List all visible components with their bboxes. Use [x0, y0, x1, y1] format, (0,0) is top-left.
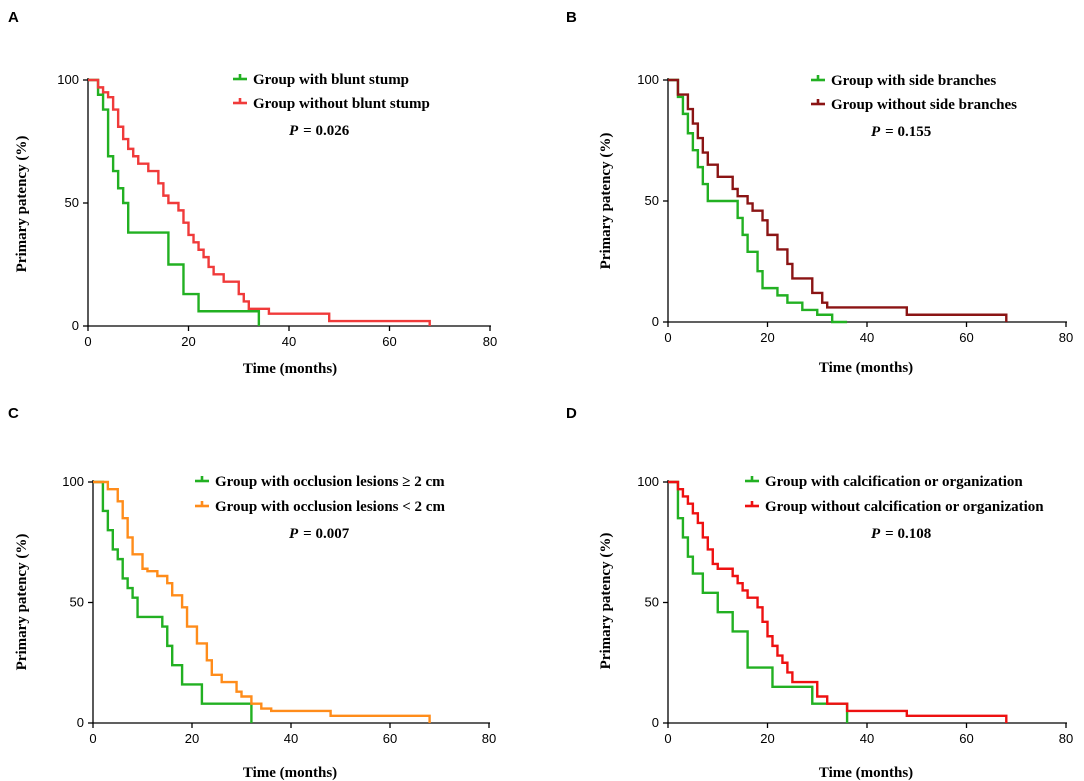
panel-d: D Primary patency (%) Time (months) Grou… [566, 405, 1073, 781]
panel-b-x-tick-label: 20 [760, 330, 774, 345]
panel-c-legend-label-2: Group with occlusion lesions < 2 cm [215, 499, 445, 515]
panel-c-x-tick-label: 80 [482, 731, 496, 746]
panel-d-x-tick-label: 0 [664, 731, 671, 746]
panel-a-legend-label-2: Group without blunt stump [253, 96, 430, 112]
panel-c-y-tick-label: 0 [77, 715, 84, 730]
panel-a-legend-entry-2: Group without blunt stump [233, 96, 430, 112]
panel-d-legend: Group with calcification or organization… [745, 474, 1044, 515]
panel-c-legend-entry-1: Group with occlusion lesions ≥ 2 cm [195, 474, 445, 490]
panel-c-legend-entry-2: Group with occlusion lesions < 2 cm [195, 499, 445, 515]
panel-d-y-tick-label: 0 [652, 715, 659, 730]
panel-d-series-2-curve [668, 480, 1008, 723]
panel-a: A Primary patency (%) Time (months) Grou… [8, 9, 497, 377]
panel-a-letter: A [8, 9, 19, 26]
panel-d-p-symbol: P [871, 526, 881, 542]
panel-d-y-tick-label: 100 [637, 474, 659, 489]
panel-a-series-1-curve [88, 78, 261, 326]
panel-c-series-2-curve [93, 480, 431, 723]
panel-b-x-tick-label: 0 [664, 330, 671, 345]
panel-b-y-tick-label: 100 [637, 72, 659, 87]
panel-b-p-value: P = 0.155 [871, 124, 931, 140]
panel-d-x-tick-label: 20 [760, 731, 774, 746]
panel-b-x-tick-label: 60 [959, 330, 973, 345]
panel-c-p-value: P = 0.007 [289, 526, 350, 542]
panel-a-legend: Group with blunt stump Group without blu… [233, 72, 430, 112]
panel-a-y-tick-label: 50 [65, 195, 79, 210]
panel-b-series-2-curve [668, 78, 1008, 322]
panel-c-x-tick-label: 0 [89, 731, 96, 746]
panel-a-series-2-curve [88, 78, 431, 326]
panel-d-p-number: = 0.108 [885, 526, 931, 542]
panel-c-x-tick-label: 40 [284, 731, 298, 746]
panel-d-p-value: P = 0.108 [871, 526, 931, 542]
panel-a-x-axis-title: Time (months) [243, 361, 337, 377]
panel-b-x-tick-label: 40 [860, 330, 874, 345]
panel-d-series-1-curve [668, 480, 849, 723]
panel-a-legend-label-1: Group with blunt stump [253, 72, 409, 88]
panel-b-y-tick-label: 0 [652, 314, 659, 329]
panel-b-y-axis-title: Primary patency (%) [598, 133, 614, 270]
panel-d-x-axis-title: Time (months) [819, 765, 913, 781]
panel-a-p-value: P = 0.026 [289, 123, 350, 139]
panel-c-series-1-curve [93, 480, 253, 723]
panel-c-letter: C [8, 405, 19, 422]
panel-b-series-1-curve [668, 78, 848, 324]
panel-b-legend-entry-2: Group without side branches [811, 97, 1017, 113]
panel-a-p-number: = 0.026 [303, 123, 350, 139]
panel-c-p-number: = 0.007 [303, 526, 350, 542]
panel-c-legend: Group with occlusion lesions ≥ 2 cm Grou… [195, 474, 445, 515]
panel-d-legend-entry-1: Group with calcification or organization [745, 474, 1023, 490]
panel-b-legend-label-1: Group with side branches [831, 73, 996, 89]
panel-a-y-tick-label: 0 [72, 318, 79, 333]
panel-b-x-axis-title: Time (months) [819, 360, 913, 376]
panel-c-y-tick-label: 50 [70, 595, 84, 610]
panel-a-y-axis-title: Primary patency (%) [14, 136, 30, 273]
panel-c-p-symbol: P [289, 526, 299, 542]
panel-d-letter: D [566, 405, 577, 422]
panel-c: C Primary patency (%) Time (months) Grou… [8, 405, 496, 781]
panel-b-legend-label-2: Group without side branches [831, 97, 1017, 113]
panel-c-y-tick-label: 100 [62, 474, 84, 489]
panel-c-x-tick-label: 60 [383, 731, 397, 746]
panel-b-legend-entry-1: Group with side branches [811, 73, 996, 89]
panel-d-legend-entry-2: Group without calcification or organizat… [745, 499, 1044, 515]
panel-b-p-number: = 0.155 [885, 124, 931, 140]
panel-d-y-tick-label: 50 [645, 595, 659, 610]
panel-b-letter: B [566, 9, 577, 26]
panel-b-p-symbol: P [871, 124, 881, 140]
panel-a-legend-entry-1: Group with blunt stump [233, 72, 409, 88]
panel-d-x-tick-label: 40 [860, 731, 874, 746]
panel-b-legend: Group with side branches Group without s… [811, 73, 1017, 113]
panel-d-legend-label-2: Group without calcification or organizat… [765, 499, 1044, 515]
panel-d-x-tick-label: 80 [1059, 731, 1073, 746]
panel-a-y-tick-label: 100 [57, 72, 79, 87]
panel-d-legend-label-1: Group with calcification or organization [765, 474, 1023, 490]
panel-d-y-axis-title: Primary patency (%) [598, 533, 614, 670]
panel-c-legend-label-1: Group with occlusion lesions ≥ 2 cm [215, 474, 445, 490]
panel-b: B Primary patency (%) Time (months) Grou… [566, 9, 1073, 376]
panel-a-x-tick-label: 80 [483, 334, 497, 349]
panel-b-y-tick-label: 50 [645, 193, 659, 208]
panel-a-x-tick-label: 20 [181, 334, 195, 349]
panel-a-x-tick-label: 0 [84, 334, 91, 349]
panel-a-p-symbol: P [289, 123, 299, 139]
panel-a-x-tick-label: 60 [382, 334, 396, 349]
panel-a-x-tick-label: 40 [282, 334, 296, 349]
panel-c-x-tick-label: 20 [185, 731, 199, 746]
panel-d-x-tick-label: 60 [959, 731, 973, 746]
panel-b-x-tick-label: 80 [1059, 330, 1073, 345]
panel-c-y-axis-title: Primary patency (%) [14, 534, 30, 671]
panel-c-x-axis-title: Time (months) [243, 765, 337, 781]
